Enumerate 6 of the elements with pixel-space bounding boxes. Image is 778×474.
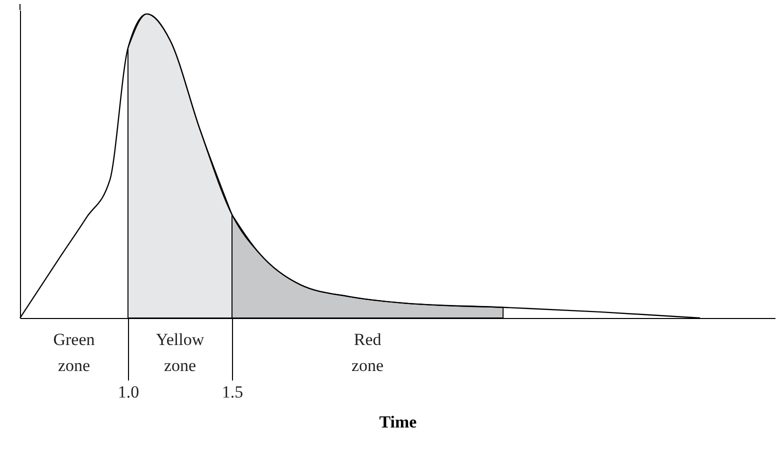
x-axis-title: Time [379,412,418,432]
text: Green zone [53,330,96,375]
x-tick-label: 1.5 [222,382,244,402]
text: Red zone [351,330,384,375]
text: Yellow zone [156,330,205,375]
x-tick-label: 1.0 [118,382,140,402]
